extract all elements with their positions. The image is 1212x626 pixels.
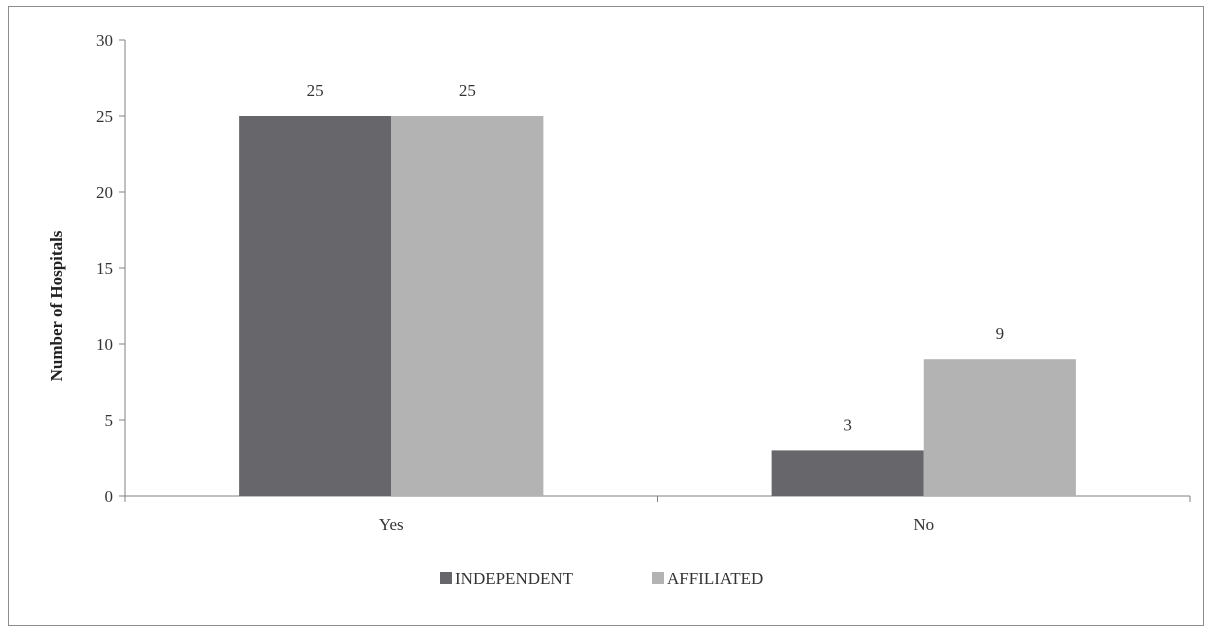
- y-tick-label: 5: [105, 411, 114, 430]
- data-label: 25: [307, 81, 324, 100]
- y-tick-label: 10: [96, 335, 113, 354]
- bar-affiliated-no: [923, 359, 1076, 496]
- y-axis: 0 5 10 15 20 25 30: [96, 31, 126, 506]
- bars: [239, 116, 1076, 496]
- y-tick-label: 20: [96, 183, 113, 202]
- legend: INDEPENDENT AFFILIATED: [440, 569, 763, 588]
- legend-label-independent: INDEPENDENT: [455, 569, 574, 588]
- y-tick-label: 25: [96, 107, 113, 126]
- y-tick-label: 0: [105, 487, 114, 506]
- legend-swatch-affiliated: [652, 572, 664, 584]
- bar-chart: 0 5 10 15 20 25 30 Yes No 25 25 3 9 Number of Hosp…: [47, 31, 1191, 588]
- x-axis: Yes No: [124, 495, 1191, 534]
- y-axis-label: Number of Hospitals: [47, 230, 66, 381]
- data-label: 3: [843, 415, 852, 434]
- bar-independent-no: [771, 450, 924, 496]
- y-tick-label: 30: [96, 31, 113, 50]
- x-category-label: No: [913, 515, 934, 534]
- legend-label-affiliated: AFFILIATED: [667, 569, 763, 588]
- bar-affiliated-yes: [391, 116, 544, 496]
- x-category-label: Yes: [379, 515, 404, 534]
- data-label: 25: [459, 81, 476, 100]
- bar-independent-yes: [239, 116, 392, 496]
- legend-swatch-independent: [440, 572, 452, 584]
- chart-frame: [8, 6, 1204, 626]
- data-labels: 25 25 3 9: [307, 81, 1004, 434]
- data-label: 9: [996, 324, 1005, 343]
- y-tick-label: 15: [96, 259, 113, 278]
